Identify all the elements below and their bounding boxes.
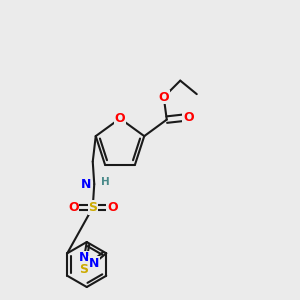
Text: H: H: [101, 177, 110, 187]
Text: S: S: [79, 263, 88, 276]
Text: O: O: [183, 111, 194, 124]
Text: O: O: [158, 91, 169, 103]
Text: O: O: [107, 201, 118, 214]
Text: N: N: [81, 178, 91, 190]
Text: N: N: [79, 251, 89, 265]
Text: O: O: [115, 112, 125, 125]
Text: S: S: [88, 201, 97, 214]
Text: N: N: [88, 257, 99, 270]
Text: O: O: [68, 201, 79, 214]
